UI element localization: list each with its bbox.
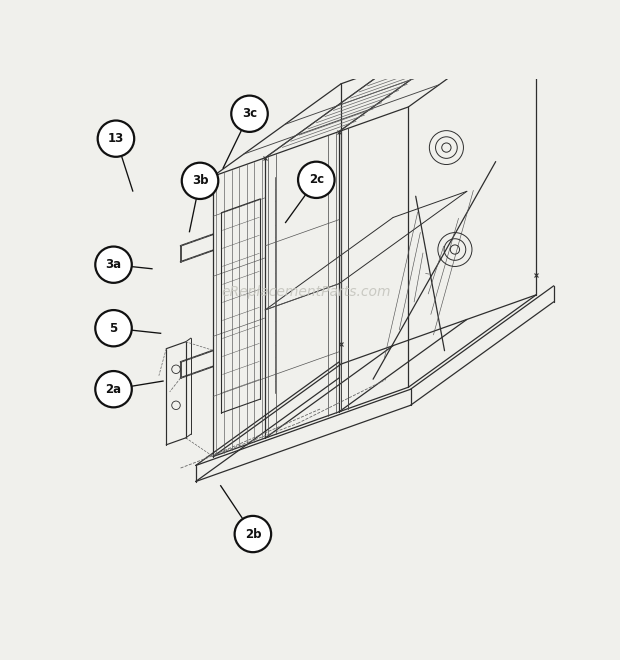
Circle shape bbox=[234, 516, 271, 552]
Circle shape bbox=[95, 310, 132, 346]
Text: 2c: 2c bbox=[309, 174, 324, 186]
Text: 5: 5 bbox=[109, 321, 118, 335]
Circle shape bbox=[98, 121, 134, 157]
Circle shape bbox=[95, 247, 132, 283]
Text: 3c: 3c bbox=[242, 108, 257, 120]
Text: 2b: 2b bbox=[245, 527, 261, 541]
Text: 3a: 3a bbox=[105, 258, 122, 271]
Text: 2a: 2a bbox=[105, 383, 122, 396]
Text: eReplacementParts.com: eReplacementParts.com bbox=[221, 284, 391, 298]
Text: 3b: 3b bbox=[192, 174, 208, 187]
Circle shape bbox=[298, 162, 335, 198]
Circle shape bbox=[231, 96, 268, 132]
Circle shape bbox=[95, 371, 132, 407]
Circle shape bbox=[182, 163, 218, 199]
Text: 13: 13 bbox=[108, 132, 124, 145]
